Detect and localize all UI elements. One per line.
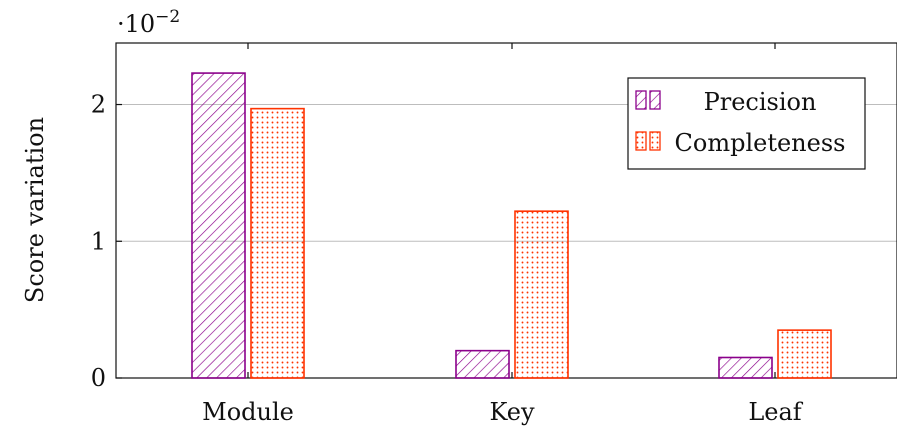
x-tick-label: Leaf [748, 398, 803, 426]
x-axis-ticks: Module Key Leaf [202, 43, 804, 426]
legend-label-precision: Precision [704, 88, 817, 116]
x-tick-label: Key [489, 398, 534, 426]
y-tick-label: 2 [91, 91, 106, 119]
legend-swatch-completeness-b [649, 131, 661, 151]
bar-precision-key [455, 349, 510, 379]
bar-precision-module [191, 72, 246, 379]
y-tick-label: 0 [91, 364, 106, 392]
legend-box [627, 77, 866, 170]
y-axis-ticks: 0 1 2 [91, 91, 122, 392]
y-axis-multiplier: ·10−2 [117, 7, 180, 38]
y-axis-title: Score variation [21, 117, 49, 303]
legend: Precision Completeness [627, 77, 866, 170]
bar-completeness-module [250, 107, 305, 379]
bar-completeness-leaf [777, 329, 832, 379]
bars [191, 72, 832, 379]
x-tick-label: Module [202, 398, 294, 426]
legend-swatch-precision-b [649, 90, 661, 110]
y-tick-label: 1 [91, 227, 106, 255]
legend-label-completeness: Completeness [675, 129, 846, 157]
legend-swatch-completeness-a [635, 131, 647, 151]
legend-swatch-precision-a [635, 90, 647, 110]
bar-precision-leaf [718, 356, 773, 379]
bar-completeness-key [514, 210, 569, 379]
